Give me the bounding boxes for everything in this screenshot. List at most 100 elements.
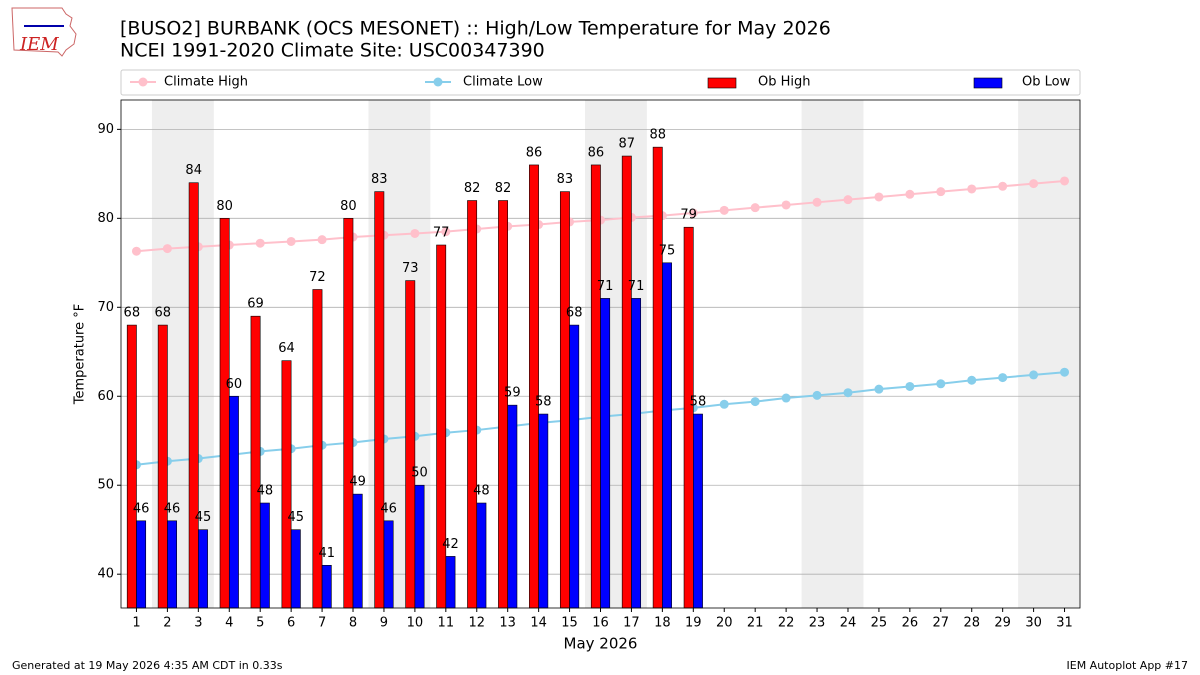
marker <box>750 203 760 213</box>
marker <box>750 397 760 407</box>
y-tick-label: 60 <box>97 389 114 404</box>
data-label: 46 <box>164 501 181 516</box>
marker <box>874 384 884 394</box>
marker <box>936 379 946 389</box>
data-label: 84 <box>185 163 202 178</box>
logo: IEM <box>11 7 77 57</box>
y-tick-label: 70 <box>97 300 114 315</box>
data-label: 50 <box>411 466 428 481</box>
x-tick-label: 28 <box>963 616 980 631</box>
marker <box>781 393 791 403</box>
data-label: 68 <box>154 306 171 321</box>
bar <box>228 395 239 609</box>
marker <box>936 187 946 197</box>
bar <box>352 493 363 609</box>
marker <box>162 244 172 254</box>
marker <box>812 390 822 400</box>
x-tick-label: 26 <box>902 616 919 631</box>
x-tick-label: 29 <box>994 616 1011 631</box>
legend-label: Ob High <box>758 75 811 90</box>
y-tick-label: 50 <box>97 478 114 493</box>
data-label: 83 <box>557 172 574 187</box>
bar <box>374 191 385 609</box>
marker <box>905 189 915 199</box>
legend-label: Climate Low <box>463 75 543 90</box>
bar <box>693 413 703 609</box>
data-label: 88 <box>649 128 666 143</box>
x-tick-label: 3 <box>194 616 202 631</box>
x-tick-label: 31 <box>1056 616 1073 631</box>
chart-title: [BUSO2] BURBANK (OCS MESONET) :: High/Lo… <box>120 18 831 40</box>
marker <box>998 373 1008 383</box>
bar <box>157 324 168 609</box>
marker <box>317 235 327 245</box>
bar <box>126 324 137 609</box>
bar <box>498 200 508 609</box>
x-tick-label: 12 <box>468 616 485 631</box>
weekend-band <box>1018 100 1080 608</box>
marker <box>874 192 884 202</box>
bar <box>507 404 518 609</box>
data-label: 82 <box>495 181 512 196</box>
x-tick-label: 20 <box>716 616 733 631</box>
bar <box>631 298 642 609</box>
y-tick-label: 90 <box>97 122 114 137</box>
legend-swatch <box>707 77 737 89</box>
marker <box>1060 176 1070 186</box>
legend-label: Ob Low <box>1022 75 1071 90</box>
data-label: 45 <box>288 510 305 525</box>
x-tick-label: 30 <box>1025 616 1042 631</box>
legend-marker <box>433 77 443 87</box>
bar <box>405 280 416 609</box>
bar <box>259 502 270 609</box>
data-label: 77 <box>433 226 450 241</box>
data-label: 68 <box>566 306 583 321</box>
marker <box>998 181 1008 191</box>
data-label: 80 <box>340 199 357 214</box>
data-label: 48 <box>473 484 490 499</box>
bar <box>538 413 549 609</box>
marker <box>719 205 729 215</box>
data-label: 42 <box>442 537 459 552</box>
x-tick-label: 4 <box>225 616 233 631</box>
weekend-band <box>801 100 864 608</box>
marker <box>967 375 977 385</box>
marker <box>967 184 977 194</box>
data-label: 71 <box>597 279 614 294</box>
data-label: 71 <box>628 279 645 294</box>
bar <box>281 360 292 609</box>
x-tick-label: 5 <box>256 616 264 631</box>
marker <box>688 208 698 218</box>
data-label: 45 <box>195 510 212 525</box>
marker <box>843 195 853 205</box>
data-label: 79 <box>680 208 697 223</box>
marker <box>441 227 451 237</box>
plot-area: 68 68 84 80 69 64 72 80 83 73 77 82 82 86 83 86 87 88 79 46… <box>121 100 1080 609</box>
data-label: 72 <box>309 270 326 285</box>
y-axis-label: Temperature °F <box>73 304 88 405</box>
x-tick-label: 6 <box>287 616 295 631</box>
bar <box>621 155 632 609</box>
marker <box>410 228 420 238</box>
bar <box>250 315 261 609</box>
marker <box>812 197 822 207</box>
x-tick-label: 17 <box>623 616 640 631</box>
bar <box>683 226 694 609</box>
marker <box>131 246 141 256</box>
marker <box>905 381 915 391</box>
data-label: 73 <box>402 261 419 276</box>
x-tick-label: 7 <box>318 616 326 631</box>
plot-frame <box>120 99 1081 609</box>
marker <box>1029 179 1039 189</box>
bar <box>467 200 478 609</box>
data-label: 41 <box>318 546 335 561</box>
bar <box>321 564 332 609</box>
x-tick-label: 13 <box>499 616 516 631</box>
bar <box>136 520 147 609</box>
data-label: 60 <box>226 377 243 392</box>
data-label: 46 <box>133 501 150 516</box>
x-tick-label: 15 <box>561 616 578 631</box>
x-tick-label: 8 <box>349 616 357 631</box>
bar <box>590 164 601 609</box>
